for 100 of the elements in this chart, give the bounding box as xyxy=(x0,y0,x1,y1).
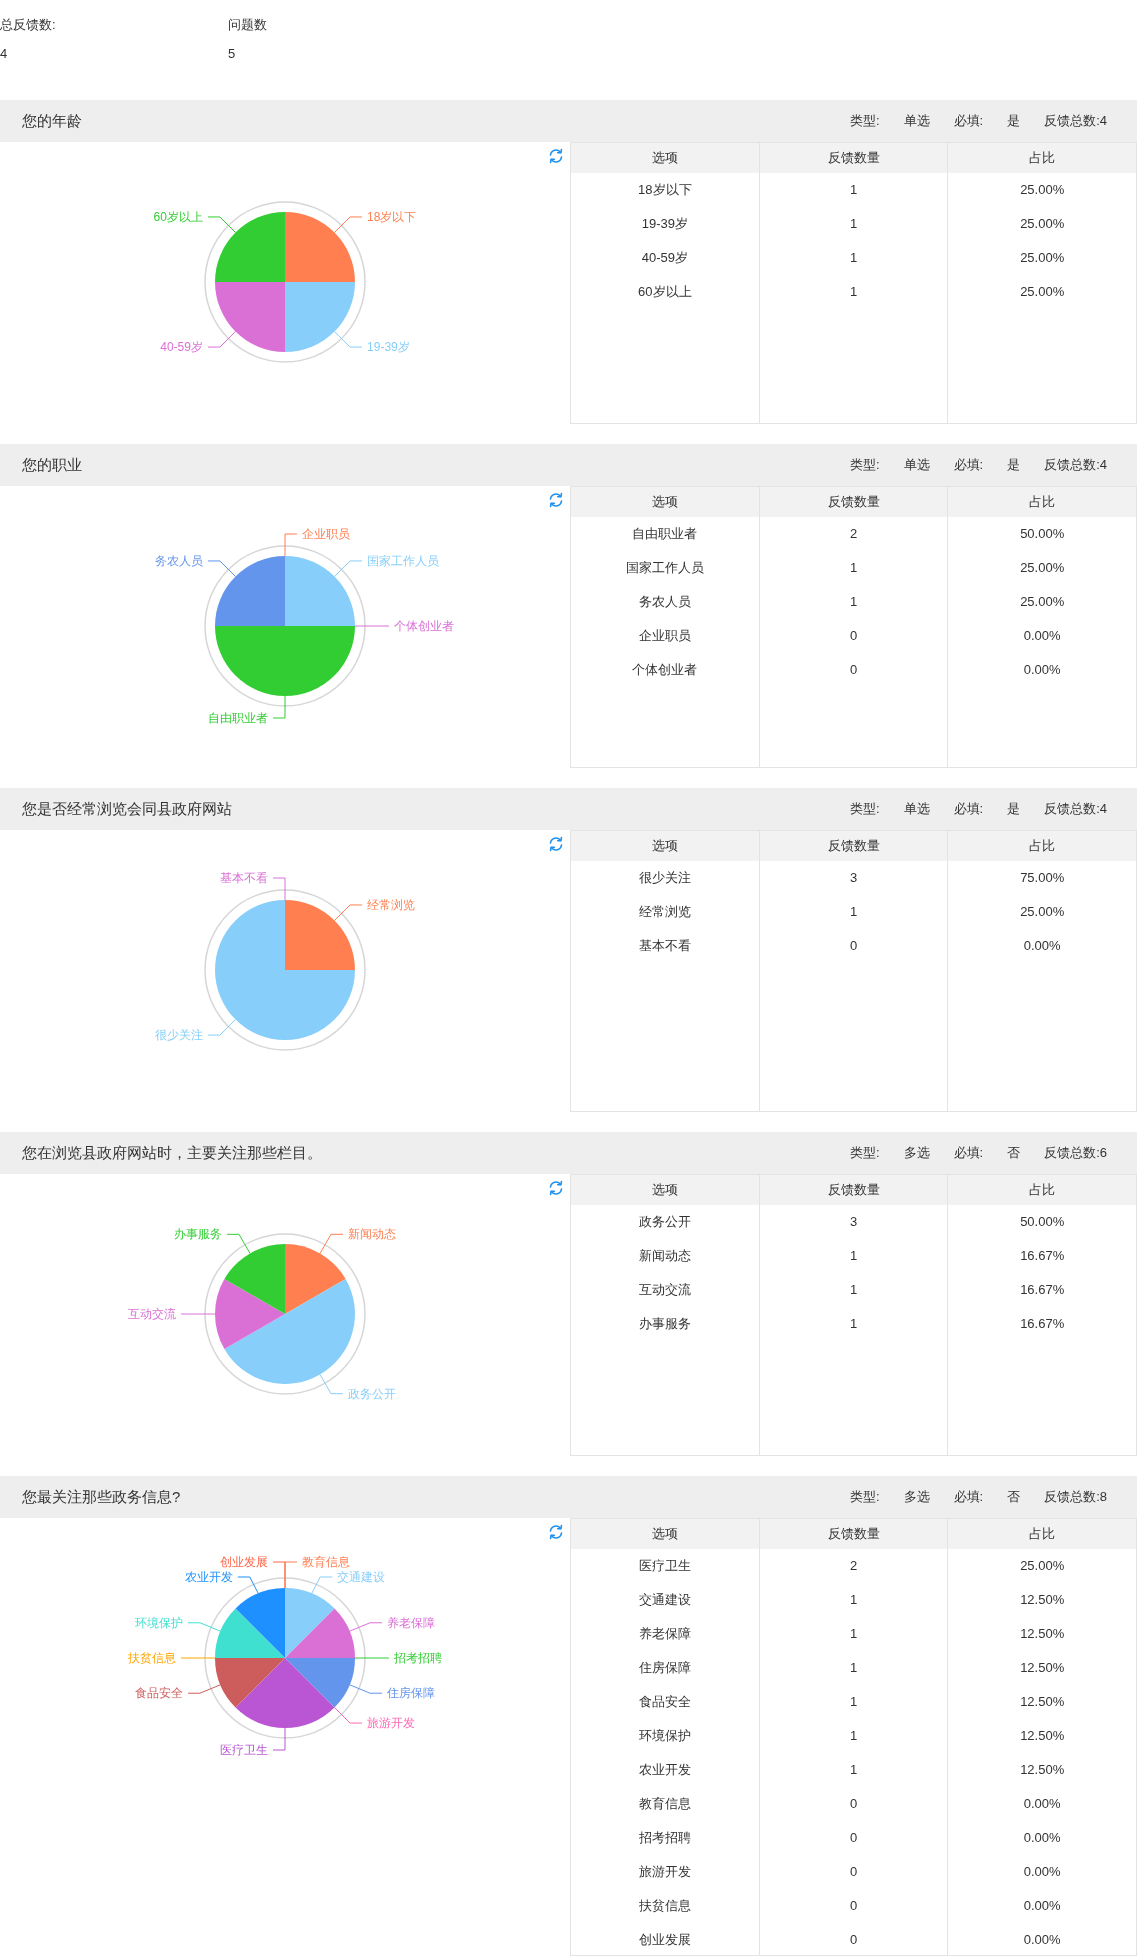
data-label: 1 xyxy=(849,182,858,197)
category-label: 新闻动态 xyxy=(638,1248,691,1263)
slice-label: 18岁以下 xyxy=(367,209,417,224)
data-label: 1 xyxy=(849,1762,858,1777)
text: 反馈总数:8 xyxy=(1044,1488,1107,1506)
text: 反馈总数:4 xyxy=(1044,800,1107,818)
category-label: 经常浏览 xyxy=(638,904,691,919)
text: 占比 xyxy=(1029,1182,1056,1197)
text: 选项 xyxy=(651,1526,678,1541)
data-label: 0.00% xyxy=(1023,1864,1061,1879)
data-label: 12.50% xyxy=(1020,1626,1065,1641)
legend-label: 个体创业者 xyxy=(394,619,454,633)
category-label: 教育信息 xyxy=(302,1555,350,1569)
data-label: 75.00% xyxy=(1020,870,1065,885)
category-label: 办事服务 xyxy=(638,1316,691,1331)
data-label: 0 xyxy=(849,662,858,677)
text: 类型: xyxy=(849,800,880,818)
text: 类型: xyxy=(849,112,880,130)
text: 占比 xyxy=(1029,150,1056,165)
category-label: 务农人员 xyxy=(638,594,691,609)
chart-title: 您最关注那些政务信息? xyxy=(22,1487,181,1507)
category-label: 旅游开发 xyxy=(638,1864,691,1879)
text: 占比 xyxy=(1029,1526,1056,1541)
slice-label: 医疗卫生 xyxy=(220,1743,268,1757)
text: 否 xyxy=(1007,1144,1021,1162)
data-label: 1 xyxy=(849,284,858,299)
legend-label: 招考招聘 xyxy=(393,1651,442,1665)
category-label: 食品安全 xyxy=(638,1694,691,1709)
text: 必填: xyxy=(953,1488,984,1506)
slice-label: 互动交流 xyxy=(128,1307,176,1322)
category-label: 个体创业者 xyxy=(632,662,698,677)
category-label: 40-59岁 xyxy=(641,250,688,265)
data-label: 25.00% xyxy=(1020,594,1065,609)
data-label: 1 xyxy=(849,250,858,265)
data-label: 0 xyxy=(849,1796,858,1811)
data-label: 16.67% xyxy=(1020,1316,1065,1331)
category-label: 18岁以下 xyxy=(638,182,692,197)
category-label: 农业开发 xyxy=(638,1762,691,1777)
text: 4 xyxy=(0,46,8,61)
slice-label: 住房保障 xyxy=(386,1686,435,1701)
data-label: 25.00% xyxy=(1020,284,1065,299)
data-label: 0 xyxy=(849,628,858,643)
data-label: 12.50% xyxy=(1020,1660,1065,1675)
slice-label: 19-39岁 xyxy=(367,340,410,355)
slice-label: 政务公开 xyxy=(348,1386,396,1401)
text: 占比 xyxy=(1029,838,1056,853)
data-label: 1 xyxy=(849,216,858,231)
text: 单选 xyxy=(903,800,930,818)
data-label: 12.50% xyxy=(1020,1592,1065,1607)
text: 选项 xyxy=(651,1182,678,1197)
text: 是 xyxy=(1007,800,1021,818)
data-label: 16.67% xyxy=(1020,1248,1065,1263)
text: 必填: xyxy=(953,800,984,818)
data-label: 3 xyxy=(849,870,858,885)
data-label: 0 xyxy=(849,938,858,953)
category-label: 自由职业者 xyxy=(632,526,698,541)
slice-label: 农业开发 xyxy=(184,1570,233,1584)
data-label: 1 xyxy=(849,1592,858,1607)
slice-label: 环境保护 xyxy=(135,1615,183,1630)
category-label: 很少关注 xyxy=(638,870,691,885)
data-label: 0.00% xyxy=(1023,628,1061,643)
slice-label: 国家工作人员 xyxy=(367,553,440,568)
category-label: 企业职员 xyxy=(638,628,691,643)
slice-label: 60岁以上 xyxy=(153,209,203,224)
data-label: 0 xyxy=(849,1932,858,1947)
data-label: 25.00% xyxy=(1020,182,1065,197)
data-label: 1 xyxy=(849,1316,858,1331)
text: 反馈数量 xyxy=(827,150,880,165)
data-label: 0.00% xyxy=(1023,938,1061,953)
text: 反馈总数:4 xyxy=(1044,456,1107,474)
text: 选项 xyxy=(651,838,678,853)
data-label: 0 xyxy=(849,1898,858,1913)
text: 反馈总数:6 xyxy=(1044,1144,1107,1162)
category-label: 扶贫信息 xyxy=(638,1898,691,1913)
data-label: 12.50% xyxy=(1020,1762,1065,1777)
data-label: 50.00% xyxy=(1020,526,1065,541)
text: 多选 xyxy=(903,1144,930,1162)
category-label: 互动交流 xyxy=(638,1282,691,1297)
slice-label: 养老保障 xyxy=(387,1615,435,1630)
text: 反馈数量 xyxy=(827,838,880,853)
data-label: 16.67% xyxy=(1020,1282,1065,1297)
category-label: 国家工作人员 xyxy=(625,560,704,575)
slice-label: 自由职业者 xyxy=(208,711,268,725)
data-label: 25.00% xyxy=(1020,216,1065,231)
slice-label: 新闻动态 xyxy=(348,1227,396,1242)
category-label: 环境保护 xyxy=(638,1728,691,1743)
text: 类型: xyxy=(849,1488,880,1506)
chart-title: 您在浏览县政府网站时，主要关注那些栏目。 xyxy=(22,1143,322,1163)
data-label: 0.00% xyxy=(1023,1830,1061,1845)
slice-label: 40-59岁 xyxy=(160,340,203,355)
text: 问题数 xyxy=(228,17,267,32)
slice-label: 交通建设 xyxy=(337,1570,386,1584)
data-label: 0 xyxy=(849,1864,858,1879)
text: 占比 xyxy=(1029,494,1056,509)
chart-title: 您是否经常浏览会同县政府网站 xyxy=(22,799,232,819)
data-label: 2 xyxy=(849,526,858,541)
data-label: 2 xyxy=(849,1558,858,1573)
data-label: 25.00% xyxy=(1020,904,1065,919)
text: 必填: xyxy=(953,1144,984,1162)
text: 是 xyxy=(1007,112,1021,130)
